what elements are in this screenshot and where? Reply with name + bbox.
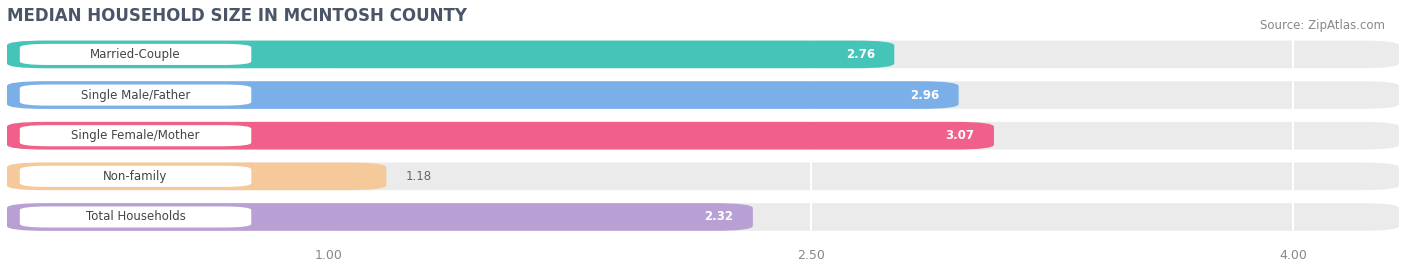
FancyBboxPatch shape xyxy=(20,125,252,146)
Text: Total Households: Total Households xyxy=(86,210,186,224)
Text: 3.07: 3.07 xyxy=(946,129,974,142)
FancyBboxPatch shape xyxy=(7,203,752,231)
FancyBboxPatch shape xyxy=(7,81,959,109)
Text: MEDIAN HOUSEHOLD SIZE IN MCINTOSH COUNTY: MEDIAN HOUSEHOLD SIZE IN MCINTOSH COUNTY xyxy=(7,7,467,25)
Text: Single Female/Mother: Single Female/Mother xyxy=(72,129,200,142)
Text: Source: ZipAtlas.com: Source: ZipAtlas.com xyxy=(1260,19,1385,32)
FancyBboxPatch shape xyxy=(7,122,994,150)
FancyBboxPatch shape xyxy=(20,206,252,228)
FancyBboxPatch shape xyxy=(7,162,1399,190)
Text: 1.18: 1.18 xyxy=(405,170,432,183)
FancyBboxPatch shape xyxy=(7,162,387,190)
Text: Non-family: Non-family xyxy=(104,170,167,183)
FancyBboxPatch shape xyxy=(20,84,252,106)
Text: Married-Couple: Married-Couple xyxy=(90,48,181,61)
Text: 2.96: 2.96 xyxy=(910,89,939,102)
FancyBboxPatch shape xyxy=(7,81,1399,109)
FancyBboxPatch shape xyxy=(7,41,1399,68)
FancyBboxPatch shape xyxy=(7,41,894,68)
Text: Single Male/Father: Single Male/Father xyxy=(82,89,190,102)
FancyBboxPatch shape xyxy=(20,166,252,187)
FancyBboxPatch shape xyxy=(20,44,252,65)
Text: 2.32: 2.32 xyxy=(704,210,734,224)
FancyBboxPatch shape xyxy=(7,122,1399,150)
FancyBboxPatch shape xyxy=(7,203,1399,231)
Text: 2.76: 2.76 xyxy=(846,48,875,61)
